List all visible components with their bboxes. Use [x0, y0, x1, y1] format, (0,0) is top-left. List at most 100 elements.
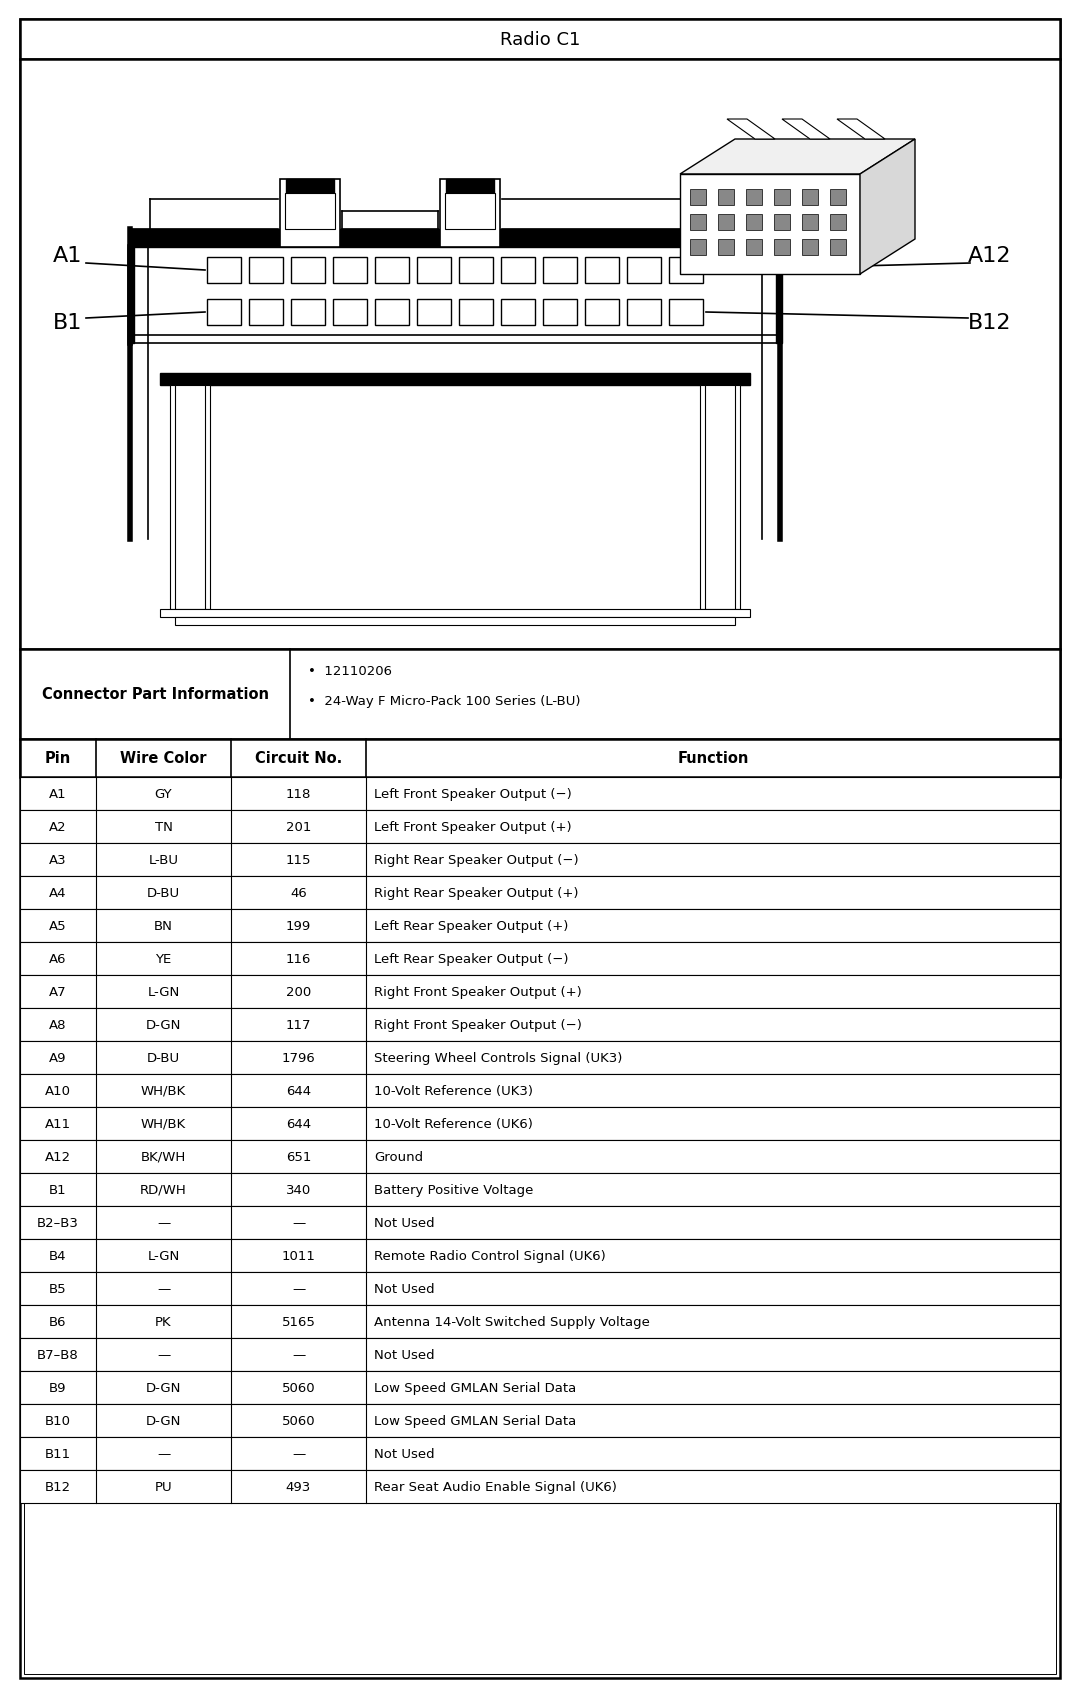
Text: •  12110206: • 12110206	[308, 666, 392, 678]
Text: B7–B8: B7–B8	[37, 1348, 79, 1362]
Bar	[802, 190, 818, 205]
Bar	[690, 216, 706, 231]
Text: D-GN: D-GN	[146, 1380, 181, 1394]
Text: L-BU: L-BU	[149, 854, 178, 866]
Text: 199: 199	[286, 919, 311, 932]
Bar	[21, 1338, 1059, 1372]
Bar	[333, 258, 367, 284]
Bar	[286, 180, 334, 194]
Bar	[333, 301, 367, 326]
Bar	[21, 844, 1059, 876]
Bar	[280, 180, 340, 248]
Bar	[627, 301, 661, 326]
Bar	[21, 1107, 1059, 1141]
Bar	[21, 1240, 1059, 1272]
Bar	[291, 258, 325, 284]
Text: PK: PK	[156, 1316, 172, 1328]
Text: 200: 200	[286, 985, 311, 998]
Text: A1: A1	[53, 246, 83, 267]
Bar	[21, 1075, 1059, 1107]
Bar	[585, 258, 619, 284]
Text: A11: A11	[45, 1117, 71, 1131]
Bar	[175, 385, 205, 610]
Bar	[543, 301, 577, 326]
Bar	[718, 190, 734, 205]
Bar	[160, 374, 750, 385]
Text: Circuit No.: Circuit No.	[255, 751, 342, 766]
Text: Right Rear Speaker Output (+): Right Rear Speaker Output (+)	[374, 886, 579, 900]
Text: Ground: Ground	[374, 1150, 423, 1163]
Bar	[130, 229, 780, 248]
Bar	[21, 1141, 1059, 1173]
Bar	[459, 258, 492, 284]
Text: A6: A6	[50, 953, 67, 966]
Text: 118: 118	[286, 788, 311, 800]
Bar	[291, 301, 325, 326]
Text: Right Rear Speaker Output (−): Right Rear Speaker Output (−)	[374, 854, 579, 866]
Bar	[831, 216, 846, 231]
Polygon shape	[837, 121, 885, 139]
Bar	[690, 190, 706, 205]
Bar	[417, 258, 451, 284]
Bar	[746, 239, 762, 256]
Text: A9: A9	[50, 1051, 67, 1065]
Text: Low Speed GMLAN Serial Data: Low Speed GMLAN Serial Data	[374, 1380, 577, 1394]
Text: A12: A12	[969, 246, 1012, 267]
Text: Function: Function	[677, 751, 748, 766]
Bar	[831, 190, 846, 205]
Text: A7: A7	[50, 985, 67, 998]
Text: 493: 493	[286, 1481, 311, 1493]
Text: PU: PU	[154, 1481, 173, 1493]
Polygon shape	[782, 121, 831, 139]
Text: 201: 201	[286, 820, 311, 834]
Text: B1: B1	[53, 312, 83, 333]
Bar	[207, 258, 241, 284]
Polygon shape	[680, 139, 915, 175]
Bar	[501, 301, 535, 326]
Text: 116: 116	[286, 953, 311, 966]
Text: A5: A5	[50, 919, 67, 932]
Text: 1796: 1796	[282, 1051, 315, 1065]
Text: 5165: 5165	[282, 1316, 315, 1328]
Bar	[746, 216, 762, 231]
Bar	[249, 301, 283, 326]
Bar	[21, 810, 1059, 844]
Text: L-GN: L-GN	[147, 985, 179, 998]
Text: 644: 644	[286, 1085, 311, 1097]
Text: 644: 644	[286, 1117, 311, 1131]
Text: A1: A1	[50, 788, 67, 800]
Bar	[21, 650, 1059, 740]
Bar	[160, 610, 750, 618]
Bar	[669, 301, 703, 326]
Text: TN: TN	[154, 820, 173, 834]
Bar	[21, 1009, 1059, 1041]
Text: 340: 340	[286, 1184, 311, 1197]
Text: B12: B12	[45, 1481, 71, 1493]
Text: Not Used: Not Used	[374, 1216, 434, 1229]
Bar	[21, 1306, 1059, 1338]
Text: Rear Seat Audio Enable Signal (UK6): Rear Seat Audio Enable Signal (UK6)	[374, 1481, 617, 1493]
Text: A4: A4	[50, 886, 67, 900]
Bar	[774, 239, 789, 256]
Text: B2–B3: B2–B3	[37, 1216, 79, 1229]
Text: L-GN: L-GN	[147, 1250, 179, 1262]
Bar	[21, 20, 1059, 59]
Bar	[440, 180, 500, 248]
Text: —: —	[292, 1216, 306, 1229]
Text: 46: 46	[291, 886, 307, 900]
Bar	[21, 942, 1059, 975]
Text: BK/WH: BK/WH	[140, 1150, 186, 1163]
Bar	[718, 239, 734, 256]
Bar	[746, 190, 762, 205]
Text: WH/BK: WH/BK	[140, 1085, 186, 1097]
Text: 5060: 5060	[282, 1380, 315, 1394]
Bar	[774, 190, 789, 205]
Bar	[170, 385, 210, 610]
Text: D-BU: D-BU	[147, 886, 180, 900]
Text: B4: B4	[50, 1250, 67, 1262]
Text: GY: GY	[154, 788, 173, 800]
Text: Wire Color: Wire Color	[120, 751, 206, 766]
Text: Left Rear Speaker Output (+): Left Rear Speaker Output (+)	[374, 919, 568, 932]
Bar	[249, 258, 283, 284]
Polygon shape	[727, 121, 775, 139]
